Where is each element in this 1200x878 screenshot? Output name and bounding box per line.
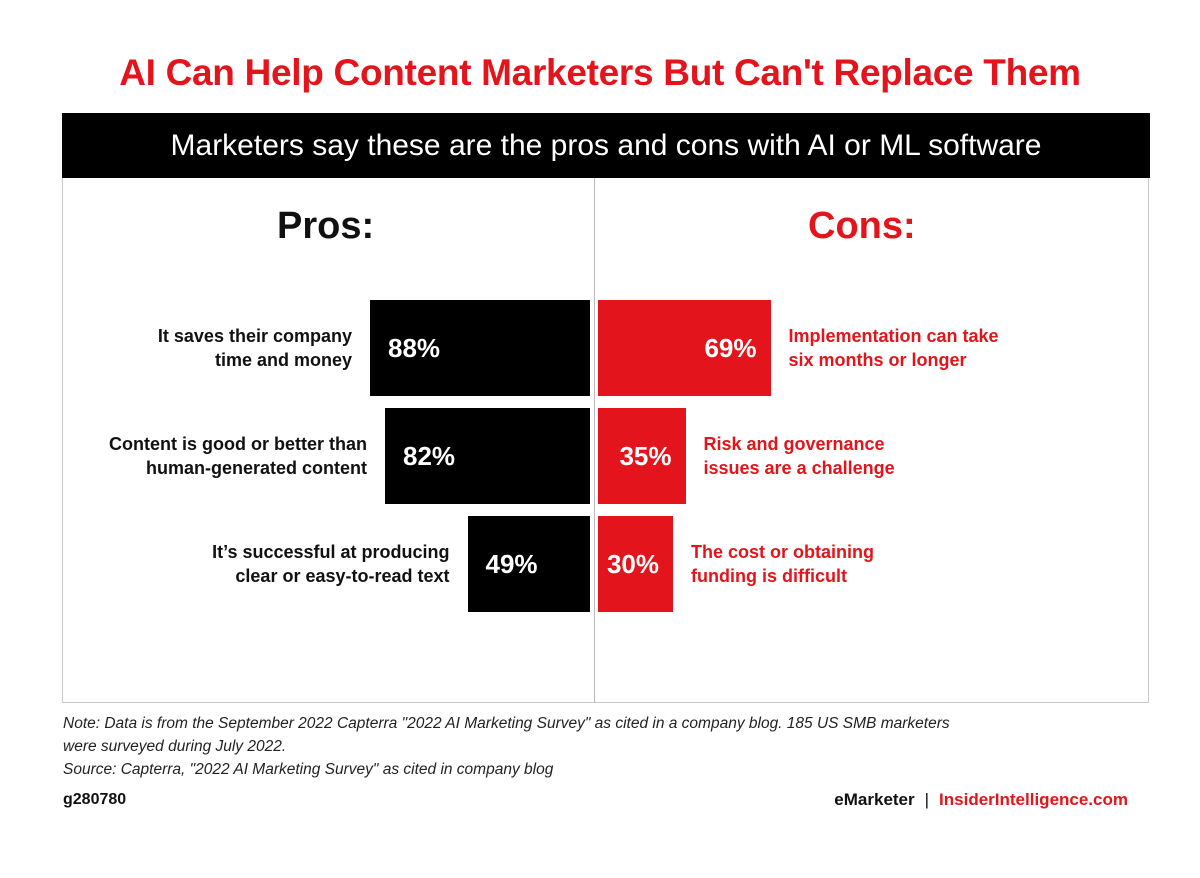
con-bar: 69% bbox=[598, 300, 771, 396]
chart-note: Note: Data is from the September 2022 Ca… bbox=[63, 712, 1153, 781]
pro-bar-value: 49% bbox=[485, 549, 538, 579]
pro-bar-value: 88% bbox=[388, 333, 441, 363]
note-line-1: Note: Data is from the September 2022 Ca… bbox=[63, 715, 950, 732]
con-category-label-line: The cost or obtaining bbox=[691, 542, 874, 562]
con-bar: 35% bbox=[598, 408, 686, 504]
con-category-label: The cost or obtaining funding is difficul… bbox=[691, 540, 1021, 588]
chart-subtitle-banner: Marketers say these are the pros and con… bbox=[62, 113, 1150, 178]
note-line-2: were surveyed during July 2022. bbox=[63, 738, 287, 755]
center-divider bbox=[594, 178, 595, 703]
chart-title: AI Can Help Content Marketers But Can't … bbox=[119, 52, 1081, 93]
pro-bar: 82% bbox=[385, 408, 590, 504]
con-bar-value: 69% bbox=[704, 333, 757, 363]
pro-bar: 49% bbox=[467, 516, 590, 612]
con-bar-value: 30% bbox=[606, 549, 659, 579]
pro-category-label-line: It saves their company bbox=[157, 326, 352, 346]
chart-panel bbox=[62, 178, 1149, 703]
con-category-label-line: six months or longer bbox=[788, 350, 967, 370]
pro-category-label-line: time and money bbox=[214, 350, 352, 370]
con-category-label-line: Risk and governance bbox=[703, 434, 885, 454]
chart-id: g280780 bbox=[63, 791, 127, 808]
con-category-label-line: issues are a challenge bbox=[703, 458, 895, 478]
brand-footer: eMarketer | InsiderIntelligence.com bbox=[834, 790, 1128, 810]
pro-category-label: It’s successful at producing clear or eas… bbox=[120, 540, 450, 588]
pros-heading: Pros: bbox=[277, 205, 375, 247]
con-category-label: Implementation can take six months or lon… bbox=[789, 324, 1119, 372]
brand-separator: | bbox=[924, 790, 930, 809]
pro-category-label: It saves their company time and money bbox=[22, 324, 352, 372]
con-bar: 30% bbox=[598, 516, 673, 612]
con-category-label-line: Implementation can take bbox=[788, 326, 999, 346]
brand-emarketer: eMarketer bbox=[834, 790, 915, 809]
source-line: Source: Capterra, "2022 AI Marketing Sur… bbox=[63, 761, 554, 778]
pro-bar-value: 82% bbox=[403, 441, 456, 471]
cons-heading: Cons: bbox=[808, 205, 916, 247]
pro-category-label: Content is good or better than human-gene… bbox=[37, 432, 367, 480]
con-category-label-line: funding is difficult bbox=[691, 566, 847, 586]
pro-category-label-line: human-generated content bbox=[145, 458, 367, 478]
brand-insider-intelligence-link[interactable]: InsiderIntelligence.com bbox=[939, 790, 1128, 809]
pro-category-label-line: clear or easy-to-read text bbox=[235, 566, 450, 586]
pro-bar: 88% bbox=[370, 300, 590, 396]
pro-category-label-line: Content is good or better than bbox=[109, 434, 367, 454]
con-bar-value: 35% bbox=[619, 441, 672, 471]
con-category-label: Risk and governance issues are a challeng… bbox=[704, 432, 1034, 480]
pro-category-label-line: It’s successful at producing bbox=[212, 542, 450, 562]
